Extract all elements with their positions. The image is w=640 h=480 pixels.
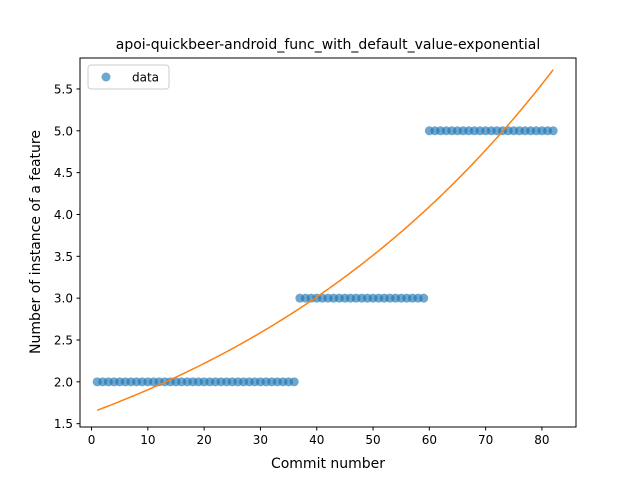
x-tick-label: 10	[140, 433, 155, 447]
y-tick-label: 2.5	[54, 333, 73, 347]
x-axis-title: Commit number	[271, 456, 385, 472]
y-tick-label: 1.5	[54, 417, 73, 431]
legend-frame	[87, 64, 170, 90]
x-tick-label: 0	[88, 433, 96, 447]
legend: data	[87, 64, 170, 90]
x-tick-label: 80	[534, 433, 549, 447]
x-tick-label: 50	[365, 433, 380, 447]
y-tick-label: 5.5	[54, 82, 73, 96]
legend-label-data: data	[132, 71, 159, 85]
fit-line	[96, 69, 554, 411]
axes-frame	[79, 57, 577, 428]
x-tick-label: 40	[309, 433, 324, 447]
data-point	[419, 293, 429, 303]
y-axis-title: Number of instance of a feature	[28, 130, 44, 354]
data-point	[289, 377, 299, 387]
y-tick-label: 3.5	[54, 250, 73, 264]
axes: 0 10 20 30 40 50 60 70 80 1.5 2.0 2.5 3.0 3.5 4.0 4.5 5.…	[54, 57, 577, 447]
chart-title: apoi-quickbeer-android_func_with_default…	[116, 37, 541, 53]
y-tick-label: 3.0	[54, 292, 73, 306]
y-tick-label: 4.5	[54, 166, 73, 180]
legend-marker-data	[101, 72, 111, 82]
data-point	[548, 126, 558, 136]
y-tick-label: 2.0	[54, 375, 73, 389]
y-tick-label: 4.0	[54, 208, 73, 222]
y-tick-label: 5.0	[54, 124, 73, 138]
x-tick-label: 30	[253, 433, 268, 447]
plot-area	[92, 69, 558, 411]
x-tick-label: 20	[197, 433, 212, 447]
x-tick-label: 70	[478, 433, 493, 447]
x-tick-label: 60	[422, 433, 437, 447]
